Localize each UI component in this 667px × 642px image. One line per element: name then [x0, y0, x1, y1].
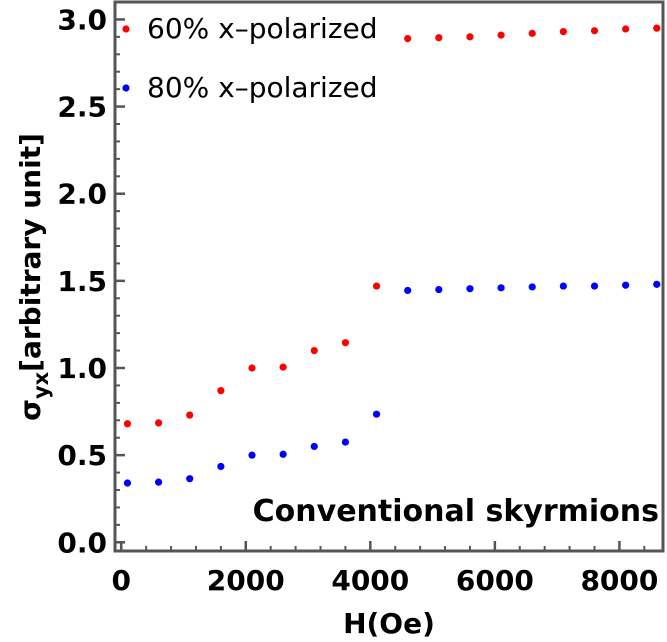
data-point-series-2: [341, 438, 350, 446]
data-point-series-2: [528, 283, 536, 291]
data-point-series-1: [154, 419, 163, 427]
data-point-series-2: [497, 284, 505, 292]
data-point-series-1: [404, 35, 412, 43]
legend-marker-60: [122, 25, 130, 33]
data-point-series-1: [341, 339, 350, 347]
data-point-series-2: [248, 451, 256, 459]
data-point-series-2: [404, 286, 412, 295]
x-tick-label: 0: [111, 564, 130, 597]
data-point-series-1: [372, 282, 381, 290]
y-tick-label: 1.5: [57, 265, 107, 298]
data-point-series-1: [590, 27, 599, 35]
legend: 60% x–polarized 80% x–polarized: [122, 12, 378, 104]
plot-frame: [113, 0, 665, 553]
y-axis-title-symbol: σ: [14, 399, 47, 421]
data-point-series-2: [186, 475, 194, 483]
data-point-series-1: [123, 420, 132, 428]
chart-annotation: Conventional skyrmions: [253, 494, 659, 529]
data-point-series-1: [466, 33, 474, 41]
data-point-series-2: [590, 282, 599, 290]
data-point-series-2: [622, 281, 630, 289]
data-point-series-1: [248, 364, 256, 372]
data-point-series-1: [559, 28, 567, 36]
data-point-series-2: [653, 280, 661, 288]
x-tick-label: 6000: [456, 564, 534, 597]
data-point-series-2: [372, 410, 381, 418]
data-point-series-1: [186, 411, 194, 419]
y-axis-title-subscript: yx: [29, 371, 53, 399]
x-tick-label: 8000: [580, 564, 658, 597]
data-point-series-1: [622, 25, 630, 33]
data-point-series-2: [154, 478, 163, 486]
data-point-series-2: [123, 479, 132, 487]
data-point-series-1: [217, 387, 225, 395]
y-tick-label: 0.0: [57, 526, 107, 559]
y-tick-label: 3.0: [57, 3, 107, 36]
data-point-series-1: [497, 31, 505, 39]
y-tick-labels: 0.0 0.5 1.0 1.5 2.0 2.5 3.0: [57, 3, 107, 559]
data-point-series-2: [279, 450, 287, 458]
data-point-series-1: [279, 363, 287, 371]
y-tick-label: 2.0: [57, 178, 107, 211]
data-point-series-2: [435, 285, 443, 294]
legend-marker-80: [122, 84, 130, 92]
y-tick-label: 2.5: [57, 91, 107, 124]
y-axis-title: σyx[arbitrary unit]: [14, 133, 53, 421]
data-point-series-2: [310, 442, 318, 451]
legend-label-80: 80% x–polarized: [147, 71, 378, 104]
data-point-series-1: [310, 346, 318, 355]
data-point-series-2: [217, 462, 225, 471]
x-tick-label: 2000: [207, 564, 285, 597]
y-tick-label: 0.5: [57, 439, 107, 472]
major-ticks: [115, 18, 621, 551]
data-point-series-1: [653, 24, 661, 32]
x-tick-labels: 0 2000 4000 6000 8000: [111, 564, 658, 597]
data-point-series-2: [466, 285, 474, 293]
data-point-series-2: [559, 282, 567, 290]
x-tick-label: 4000: [331, 564, 409, 597]
y-tick-label: 1.0: [57, 352, 107, 385]
y-axis-title-unit: [arbitrary unit]: [14, 133, 47, 372]
data-points: [123, 24, 661, 487]
data-point-series-1: [435, 34, 443, 42]
legend-label-60: 60% x–polarized: [147, 12, 378, 45]
data-point-series-1: [528, 29, 536, 37]
x-axis-title: H(Oe): [343, 607, 435, 640]
